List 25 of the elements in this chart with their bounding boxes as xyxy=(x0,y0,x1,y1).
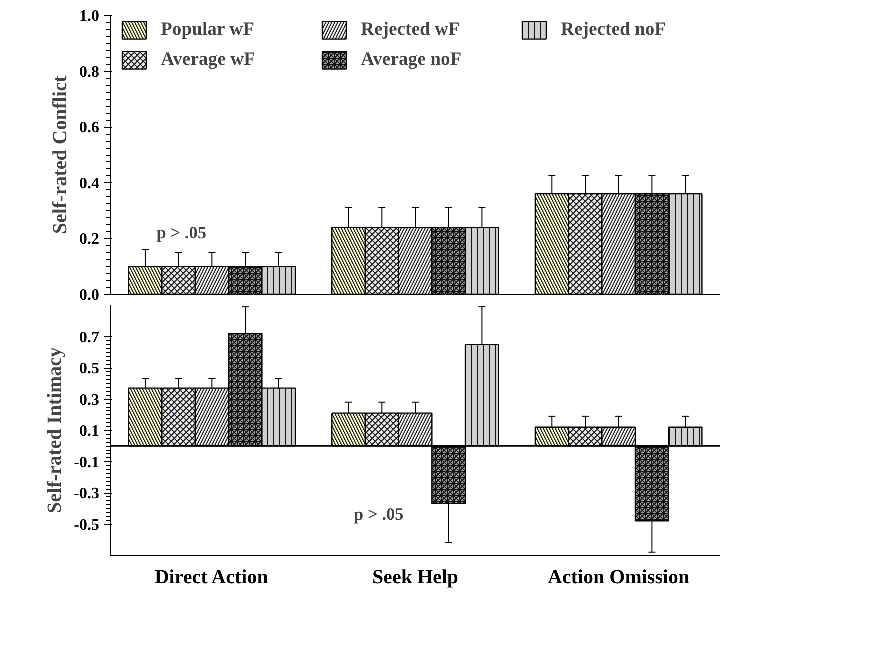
y-tick-label: 0.4 xyxy=(80,175,100,192)
x-tick-label: Action Omission xyxy=(548,566,690,588)
legend-label: Average wF xyxy=(161,49,256,71)
legend-label: Rejected noF xyxy=(561,19,668,41)
y-tick-label: 0.0 xyxy=(80,287,100,304)
y-tick-label: 0.1 xyxy=(80,423,100,440)
y-axis-title: Self-rated Intimacy xyxy=(44,347,66,514)
annotation: p > .05 xyxy=(354,504,404,524)
y-tick-label: 0.5 xyxy=(80,360,100,378)
legend-label: Average noF xyxy=(361,49,463,71)
y-tick-label: 0.3 xyxy=(80,392,100,409)
y-tick-label: -0.1 xyxy=(74,454,100,472)
y-tick-label: -0.3 xyxy=(74,486,100,502)
y-tick-label: 0.7 xyxy=(80,329,100,346)
annotation: p > .05 xyxy=(156,224,207,243)
legend-label: Popular wF xyxy=(161,19,256,41)
legend-label: Rejected wF xyxy=(361,19,461,41)
y-tick-label: 0.8 xyxy=(80,64,100,81)
y-axis-title: Self-rated Conflict xyxy=(50,76,72,234)
x-tick-label: Direct Action xyxy=(154,566,268,588)
x-tick-label: Seek Help xyxy=(372,566,459,588)
y-tick-label: 1.0 xyxy=(80,8,100,25)
y-tick-label: 0.2 xyxy=(80,231,100,248)
y-tick-label: -0.5 xyxy=(74,516,100,534)
y-tick-label: 0.6 xyxy=(80,120,100,137)
